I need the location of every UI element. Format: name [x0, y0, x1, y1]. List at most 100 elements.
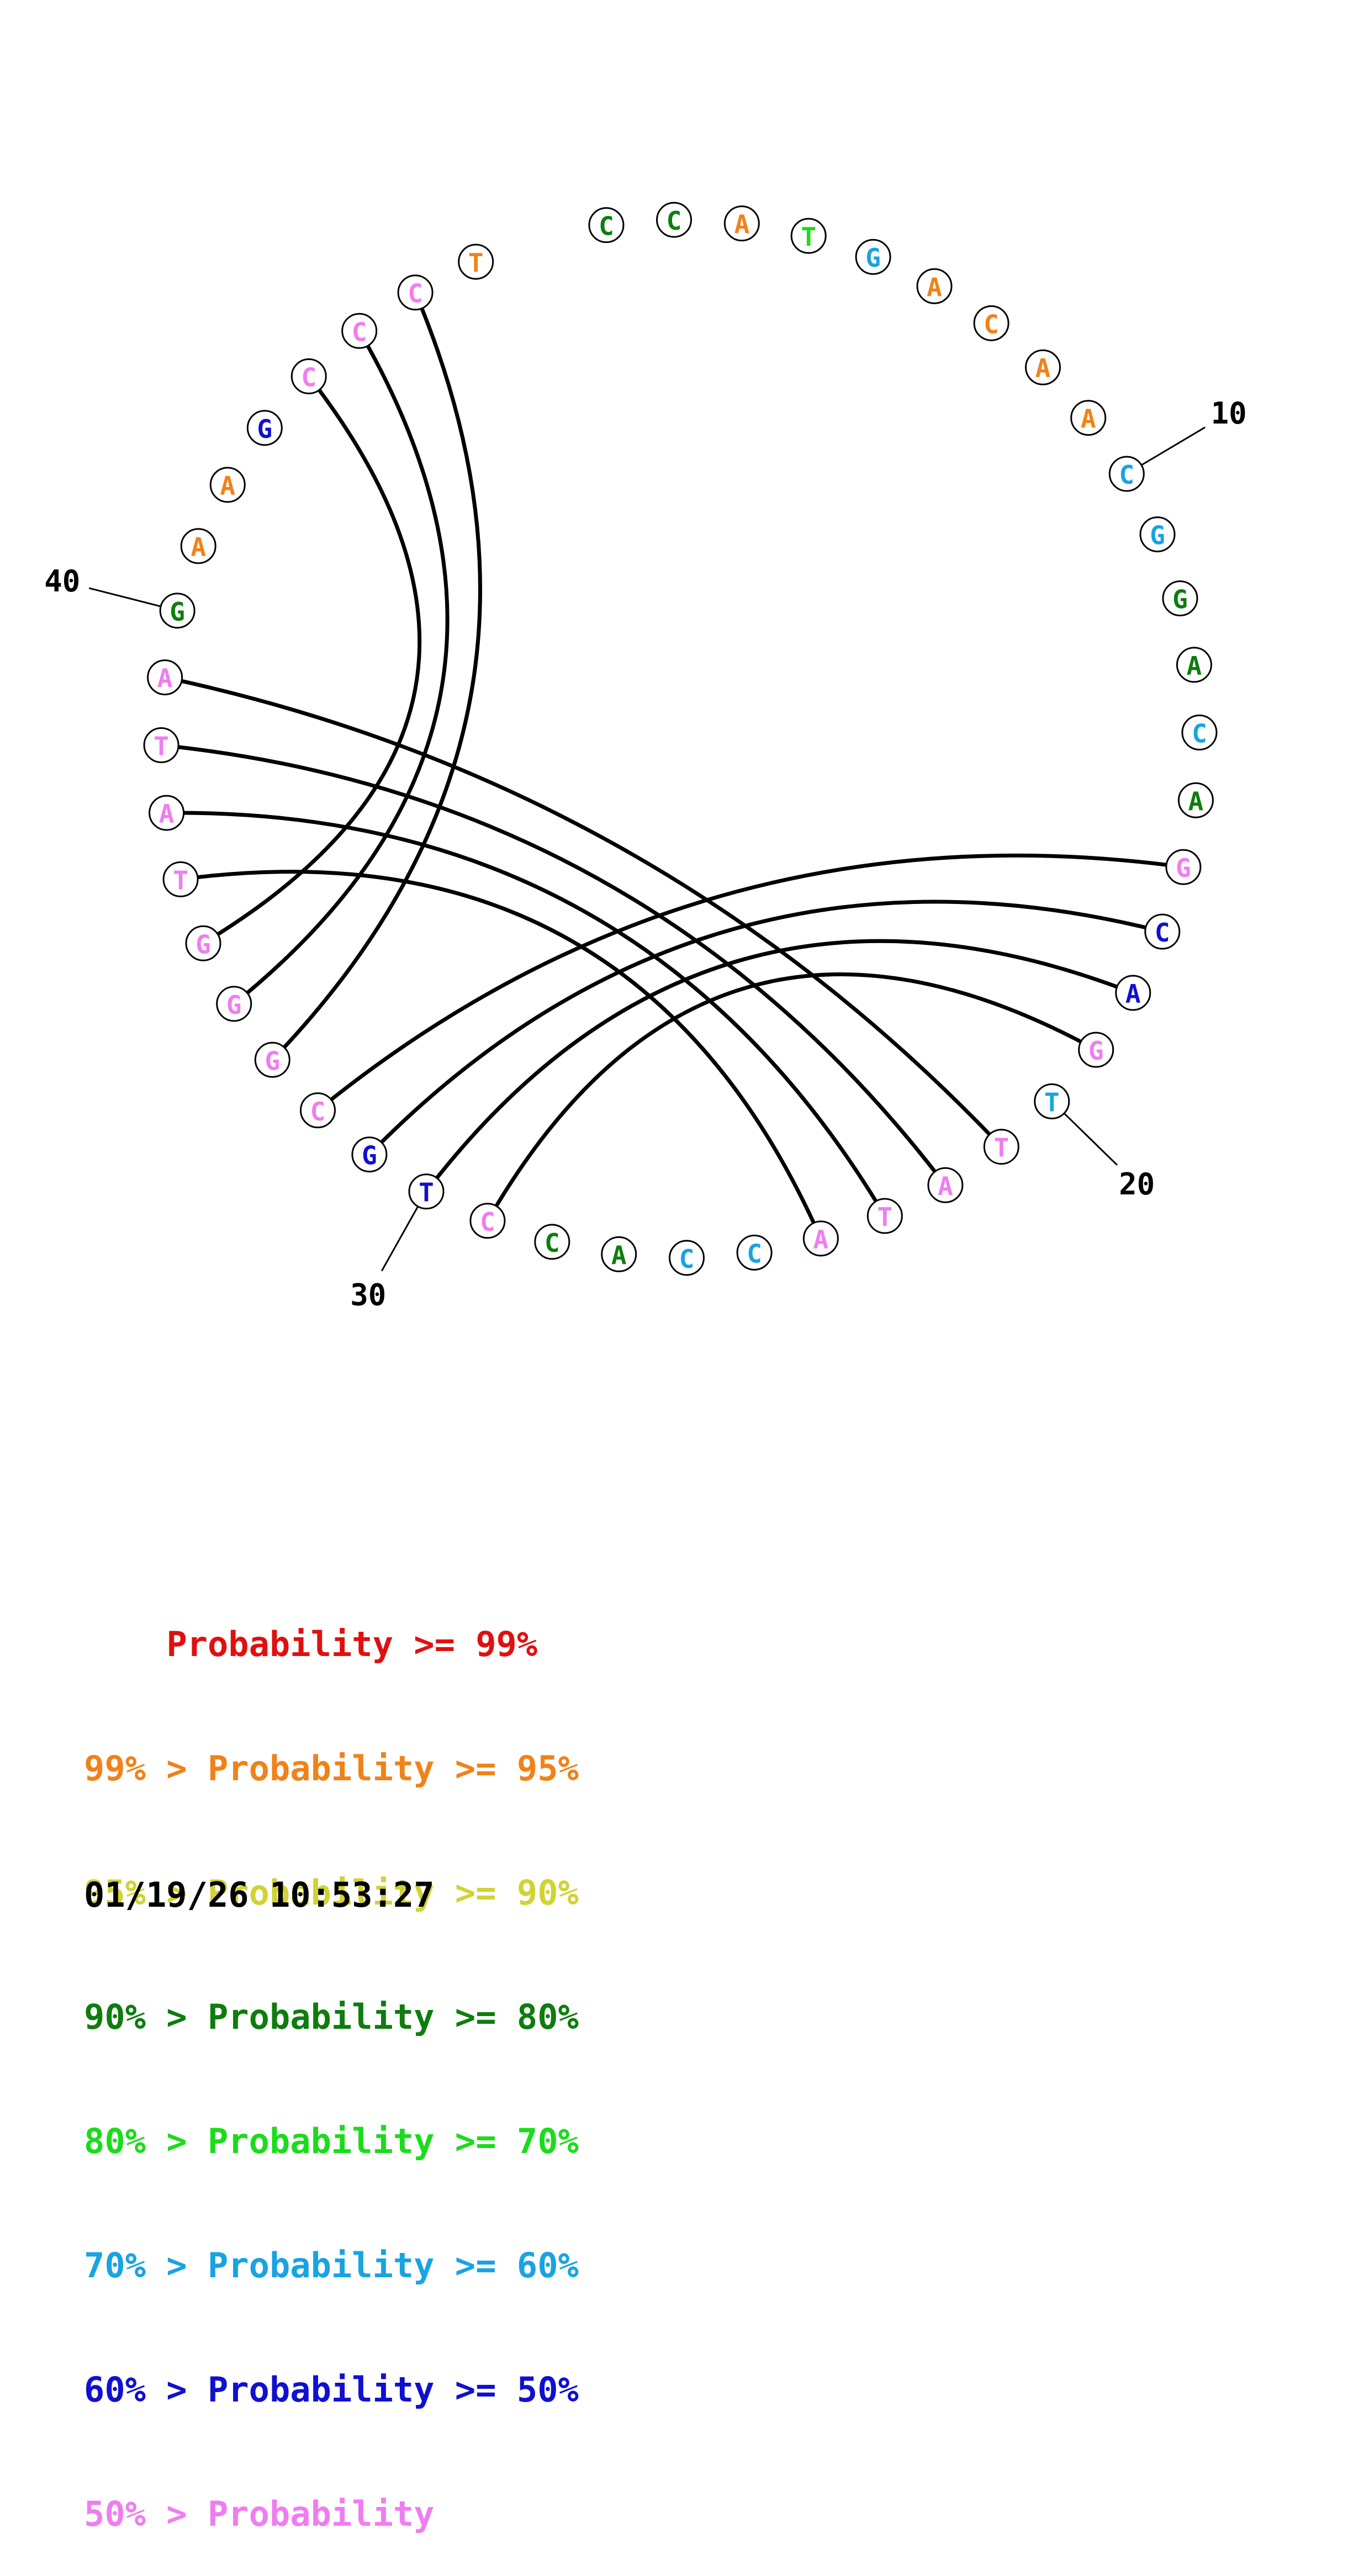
nucleotide-circle [601, 1236, 637, 1272]
nucleotide-circle [1144, 913, 1181, 950]
nucleotide-circle [790, 218, 827, 254]
nucleotide: A [1025, 349, 1061, 385]
nucleotide: T [983, 1129, 1019, 1165]
base-pair-arc [485, 972, 1097, 1222]
nucleotide-letter: C [667, 206, 682, 236]
nucleotide-letter: T [801, 222, 816, 252]
nucleotide: A [1177, 782, 1214, 818]
nucleotide-letter: T [419, 1178, 434, 1208]
nucleotide: A [1115, 975, 1151, 1011]
nucleotide-circle [802, 1220, 839, 1257]
nucleotide: G [351, 1136, 388, 1173]
legend-row-3: 95% > Probability >= 90% [84, 1873, 579, 1913]
nucleotide-letter: A [159, 799, 175, 829]
nucleotide: C [656, 202, 693, 238]
base-pair-arc [202, 375, 422, 945]
nucleotide-circle [458, 244, 494, 280]
nucleotide-letter: C [599, 211, 614, 241]
base-pair-arc [368, 900, 1163, 1156]
nucleotide-circle [866, 1198, 903, 1234]
nucleotide-circle [246, 410, 283, 446]
nucleotide-circle [588, 207, 625, 244]
nucleotide: T [408, 1173, 445, 1210]
nucleotide-letter: C [352, 317, 367, 347]
base-pair-arc [316, 853, 1184, 1112]
nucleotide-letter: A [927, 272, 942, 302]
nucleotide-letter: C [1155, 918, 1170, 948]
nucleotide-letter: C [1192, 719, 1207, 749]
nucleotide-letter: A [1035, 353, 1051, 383]
legend-row-7: 60% > Probability >= 50% [84, 2369, 579, 2410]
nucleotide-letter: G [170, 597, 185, 627]
position-number: 40 [44, 564, 80, 599]
nucleotide: C [299, 1092, 336, 1129]
nucleotide: C [1144, 913, 1181, 950]
nucleotide-letter: T [877, 1202, 892, 1232]
nucleotide-circle [1162, 580, 1198, 617]
nucleotide: T [458, 244, 494, 280]
nucleotide-circle [1165, 849, 1202, 885]
nucleotide: G [159, 593, 195, 629]
nucleotide-circle [159, 593, 195, 629]
base-pair-arc [166, 811, 887, 1217]
nucleotide: G [1165, 849, 1202, 885]
legend-row-6: 70% > Probability >= 60% [84, 2245, 579, 2286]
nucleotide-circle [723, 205, 760, 242]
nucleotide-letter: A [191, 532, 206, 562]
nucleotide: G [185, 925, 221, 961]
nucleotide: A [927, 1167, 964, 1203]
position-number: 20 [1119, 1167, 1155, 1202]
nucleotide: G [1162, 580, 1198, 617]
nucleotide-circle [290, 358, 327, 394]
nucleotide: G [254, 1041, 290, 1078]
nucleotide-letter: A [611, 1240, 627, 1270]
nucleotide-letter: A [1081, 404, 1096, 434]
nucleotide-circle [656, 202, 693, 238]
base-pair-arc [271, 292, 482, 1061]
nucleotide: A [916, 268, 953, 304]
nucleotide: G [216, 986, 252, 1022]
nucleotide: A [147, 659, 183, 696]
nucleotide: A [601, 1236, 637, 1272]
nucleotide-circle [254, 1041, 290, 1078]
nucleotide-letter: A [1125, 979, 1141, 1009]
nucleotide-letter: C [545, 1228, 560, 1258]
probability-legend: Probability >= 99% 99% > Probability >= … [84, 1541, 579, 2576]
nucleotide-letter: A [220, 471, 235, 501]
nucleotide: C [1108, 456, 1145, 492]
nucleotide: T [143, 727, 179, 763]
nucleotide-circle [1078, 1032, 1114, 1068]
legend-row-8: 50% > Probability [84, 2494, 435, 2534]
legend-row-4: 90% > Probability >= 80% [84, 1997, 579, 2037]
legend-row-2: 99% > Probability >= 95% [84, 1748, 579, 1789]
nucleotide-letter: C [310, 1097, 326, 1126]
nucleotide-letter: G [1150, 521, 1165, 551]
nucleotide-letter: T [468, 248, 484, 278]
nucleotide-letter: G [1172, 585, 1188, 615]
nucleotide: A [180, 528, 216, 564]
position-tick [1141, 426, 1206, 466]
nucleotide-letter: A [1188, 786, 1204, 816]
nucleotide-circle [185, 925, 221, 961]
nucleotide-ring: C C A TGACAACGGACAGCAGTTATACCACCTGCGGGTATAG… [143, 202, 1218, 1276]
nucleotide-circle [397, 274, 434, 311]
nucleotide: A [723, 205, 760, 242]
nucleotide-letter: T [154, 731, 169, 761]
nucleotide-circle [855, 239, 891, 275]
nucleotide: C [668, 1240, 705, 1276]
nucleotide: T [162, 861, 199, 897]
nucleotide-circle [351, 1136, 388, 1173]
nucleotide-letter: A [734, 210, 749, 240]
nucleotide-circle [1025, 349, 1061, 385]
legend-row-1: Probability >= 99% [166, 1624, 538, 1664]
nucleotide-letter: A [938, 1171, 953, 1201]
nucleotide: C [588, 207, 625, 244]
nucleotide-circle [1176, 647, 1212, 683]
nucleotide-circle [1070, 400, 1107, 436]
nucleotide-letter: C [480, 1207, 495, 1237]
nucleotide-circle [1115, 975, 1151, 1011]
nucleotide-circle [983, 1129, 1019, 1165]
base-pair-arcs [161, 292, 1184, 1240]
nucleotide-letter: A [157, 664, 173, 694]
